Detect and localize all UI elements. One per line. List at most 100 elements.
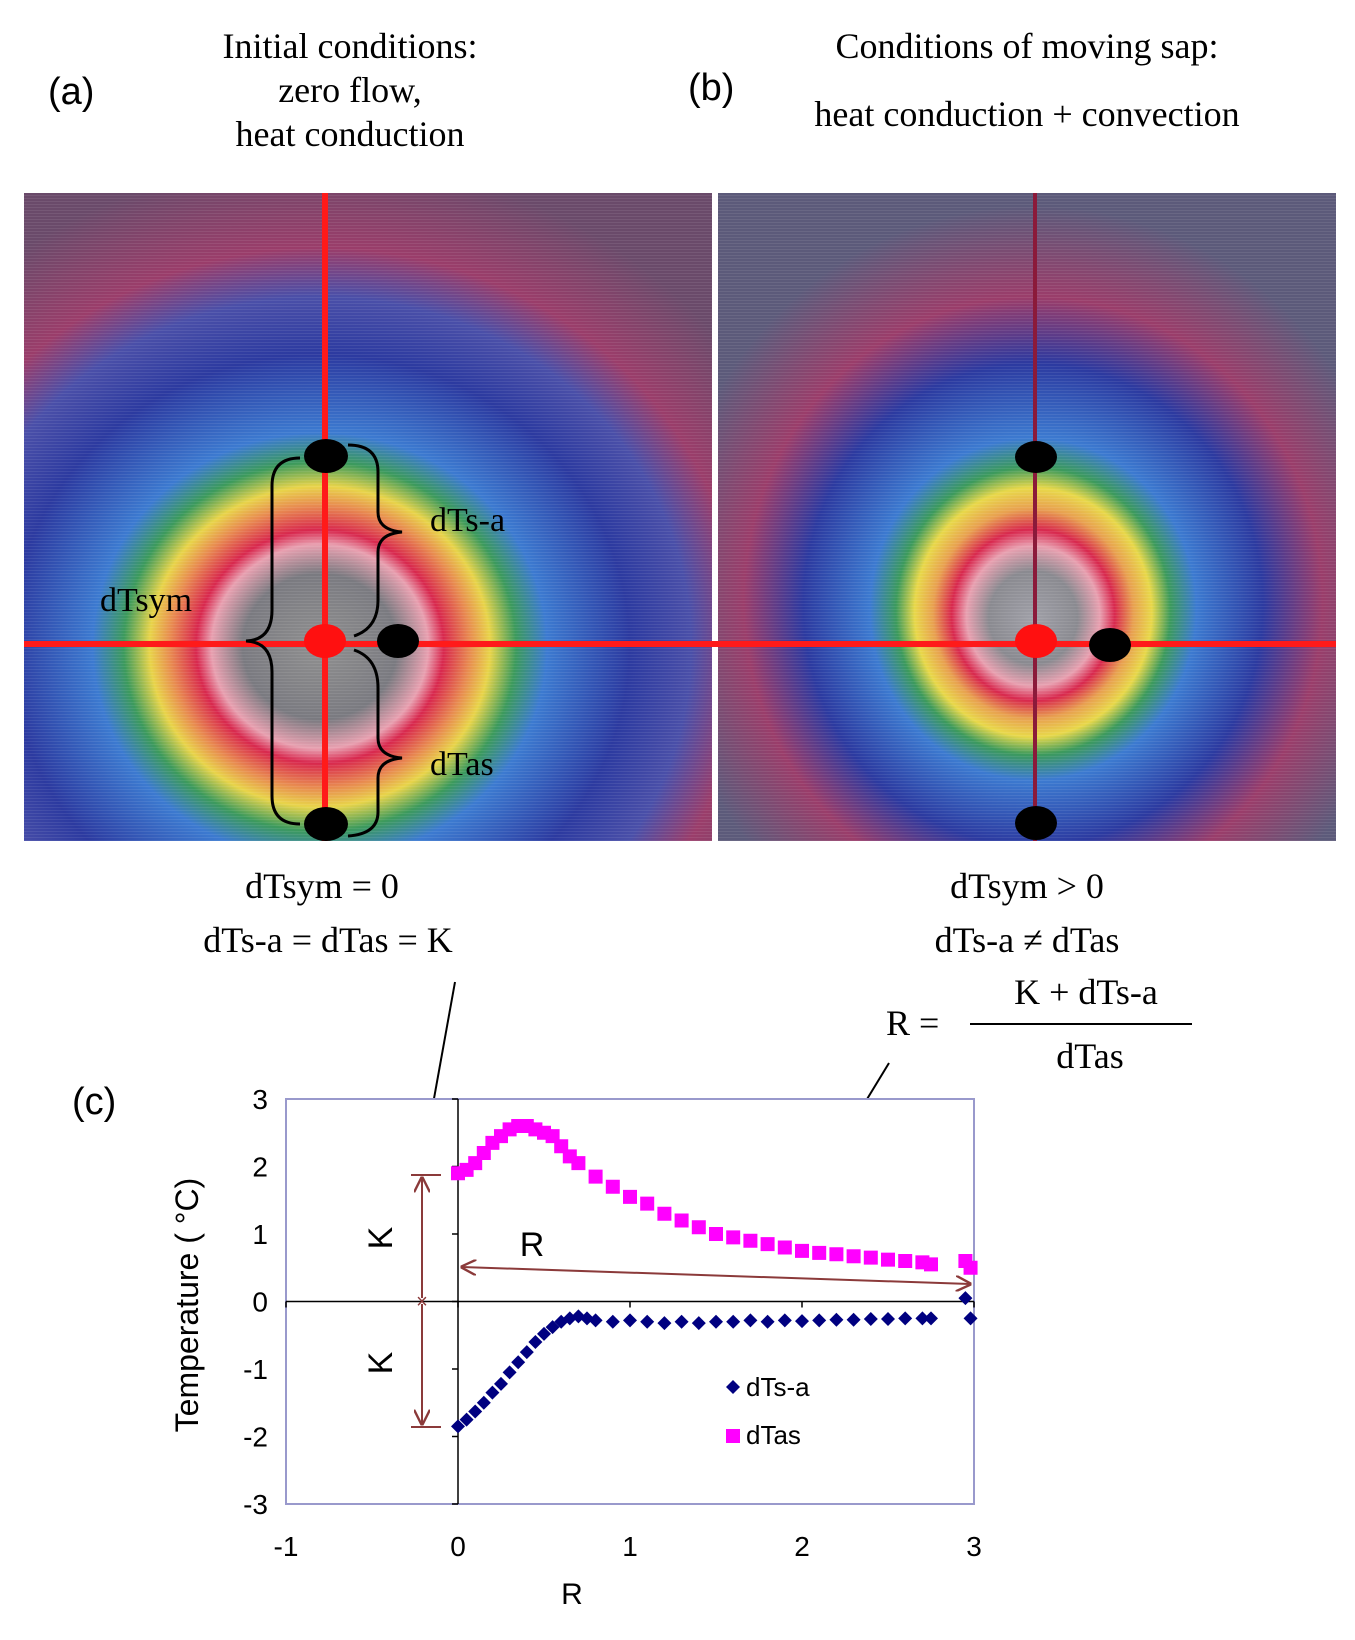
caption-a-line-1: dTsym = 0 [245,866,399,906]
data-point-dts-a [812,1313,827,1328]
sensor-side-b [1089,628,1131,662]
x-tick-label: 3 [966,1531,982,1562]
data-point-dts-a [726,1314,741,1329]
y-axis-title: Temperature ( °C) [169,1178,205,1433]
data-point-dtas [588,1169,603,1184]
panel-b-letter: (b) [688,67,734,109]
data-point-dts-a [657,1316,672,1331]
sensor-lower-b [1015,806,1057,840]
sensor-upper-a [304,439,348,473]
data-point-dts-a [511,1355,526,1370]
data-point-dtas [760,1237,775,1252]
thermal-image-a [24,193,712,841]
series-dTs-a [451,1291,978,1434]
y-tick-label: -3 [243,1489,268,1520]
x-tick-label: -1 [274,1531,299,1562]
sensor-upper-b [1015,441,1057,473]
data-point-dtas [657,1206,672,1221]
data-point-dts-a [459,1412,474,1427]
data-point-dtas [674,1213,689,1228]
y-tick-label: 0 [252,1287,268,1318]
data-point-dts-a [709,1314,723,1329]
data-point-dtas [846,1249,861,1264]
data-point-dts-a [958,1291,973,1306]
data-point-dts-a [502,1365,517,1380]
data-point-dts-a [674,1314,689,1329]
data-point-dts-a [451,1419,465,1434]
k-bracket-center-mark: × [416,1291,428,1313]
y-tick-label: 2 [252,1152,268,1183]
data-point-dts-a [795,1314,809,1329]
label-dts-a: dTs-a [430,502,505,539]
caption-b-line-1: dTsym > 0 [950,866,1104,906]
data-point-dtas [571,1156,586,1171]
data-point-dtas [623,1189,637,1204]
caption-b-line-2: dTs-a ≠ dTas [935,920,1120,960]
caption-a-line-2: dTs-a = dTas = K [203,920,453,960]
brace-dts-a [347,443,403,638]
label-dtas: dTas [430,746,494,783]
data-point-dtas [898,1254,913,1268]
data-point-dtas [726,1230,741,1245]
panel-b-title-line-1: Conditions of moving sap: [835,26,1218,66]
r-arrow-label: R [520,1226,545,1264]
data-point-dts-a [898,1311,913,1326]
data-point-dtas [963,1260,978,1275]
data-point-dts-a [743,1313,758,1328]
data-point-dts-a [915,1311,930,1326]
series-dTas [451,1119,978,1275]
data-point-dts-a [528,1335,543,1349]
legend-marker-dtas [726,1429,740,1443]
x-axis-title: R [561,1578,583,1611]
panel-a-title-line-3: heat conduction [236,114,465,154]
y-tick-label: -1 [243,1354,268,1385]
sensor-lower-a [304,807,348,841]
data-point-dts-a [537,1326,551,1341]
data-point-dtas [829,1247,844,1262]
data-point-dtas [924,1257,938,1272]
data-point-dts-a [640,1314,655,1329]
data-point-dtas [640,1196,655,1211]
data-point-dtas [812,1245,827,1260]
formula-numerator: K + dTs-a [1014,972,1158,1012]
data-point-dtas [743,1233,758,1248]
panel-a-title-line-2: zero flow, [278,70,422,110]
x-tick-label: 2 [794,1531,810,1562]
legend-label-dtas: dTas [746,1420,801,1450]
data-point-dts-a [963,1311,978,1326]
k-label-lower: K [362,1351,400,1374]
data-point-dtas [863,1250,878,1265]
data-point-dtas [777,1240,792,1255]
data-point-dts-a [760,1314,775,1329]
data-point-dtas [881,1252,895,1267]
data-point-dts-a [588,1313,603,1328]
panel-c-letter: (c) [72,1081,116,1123]
brace-dtas [347,648,403,838]
data-point-dts-a [494,1376,508,1391]
y-tick-label: 3 [252,1084,268,1115]
legend-label-dts-a: dTs-a [746,1372,810,1402]
data-point-dts-a [924,1311,938,1326]
data-point-dts-a [485,1385,500,1400]
data-point-dtas [691,1220,706,1235]
label-dtsym: dTsym [100,582,192,619]
y-tick-label: -2 [243,1422,268,1453]
legend: dTs-a dTas [726,1372,810,1450]
data-point-dts-a [846,1312,861,1327]
heater-point-a [304,624,346,658]
data-point-dts-a [519,1345,534,1360]
data-point-dts-a [691,1316,706,1331]
k-label-upper: K [362,1226,400,1249]
data-point-dts-a [545,1320,560,1335]
data-point-dtas [605,1179,620,1194]
data-point-dts-a [881,1312,895,1327]
data-point-dts-a [605,1314,620,1329]
formula-lhs: R = [886,1003,939,1043]
panel-b-title-line-2: heat conduction + convection [814,94,1239,134]
data-point-dts-a [863,1312,878,1327]
panel-a-letter: (a) [48,71,94,113]
data-point-dts-a [829,1312,844,1327]
data-point-dts-a [777,1313,792,1328]
